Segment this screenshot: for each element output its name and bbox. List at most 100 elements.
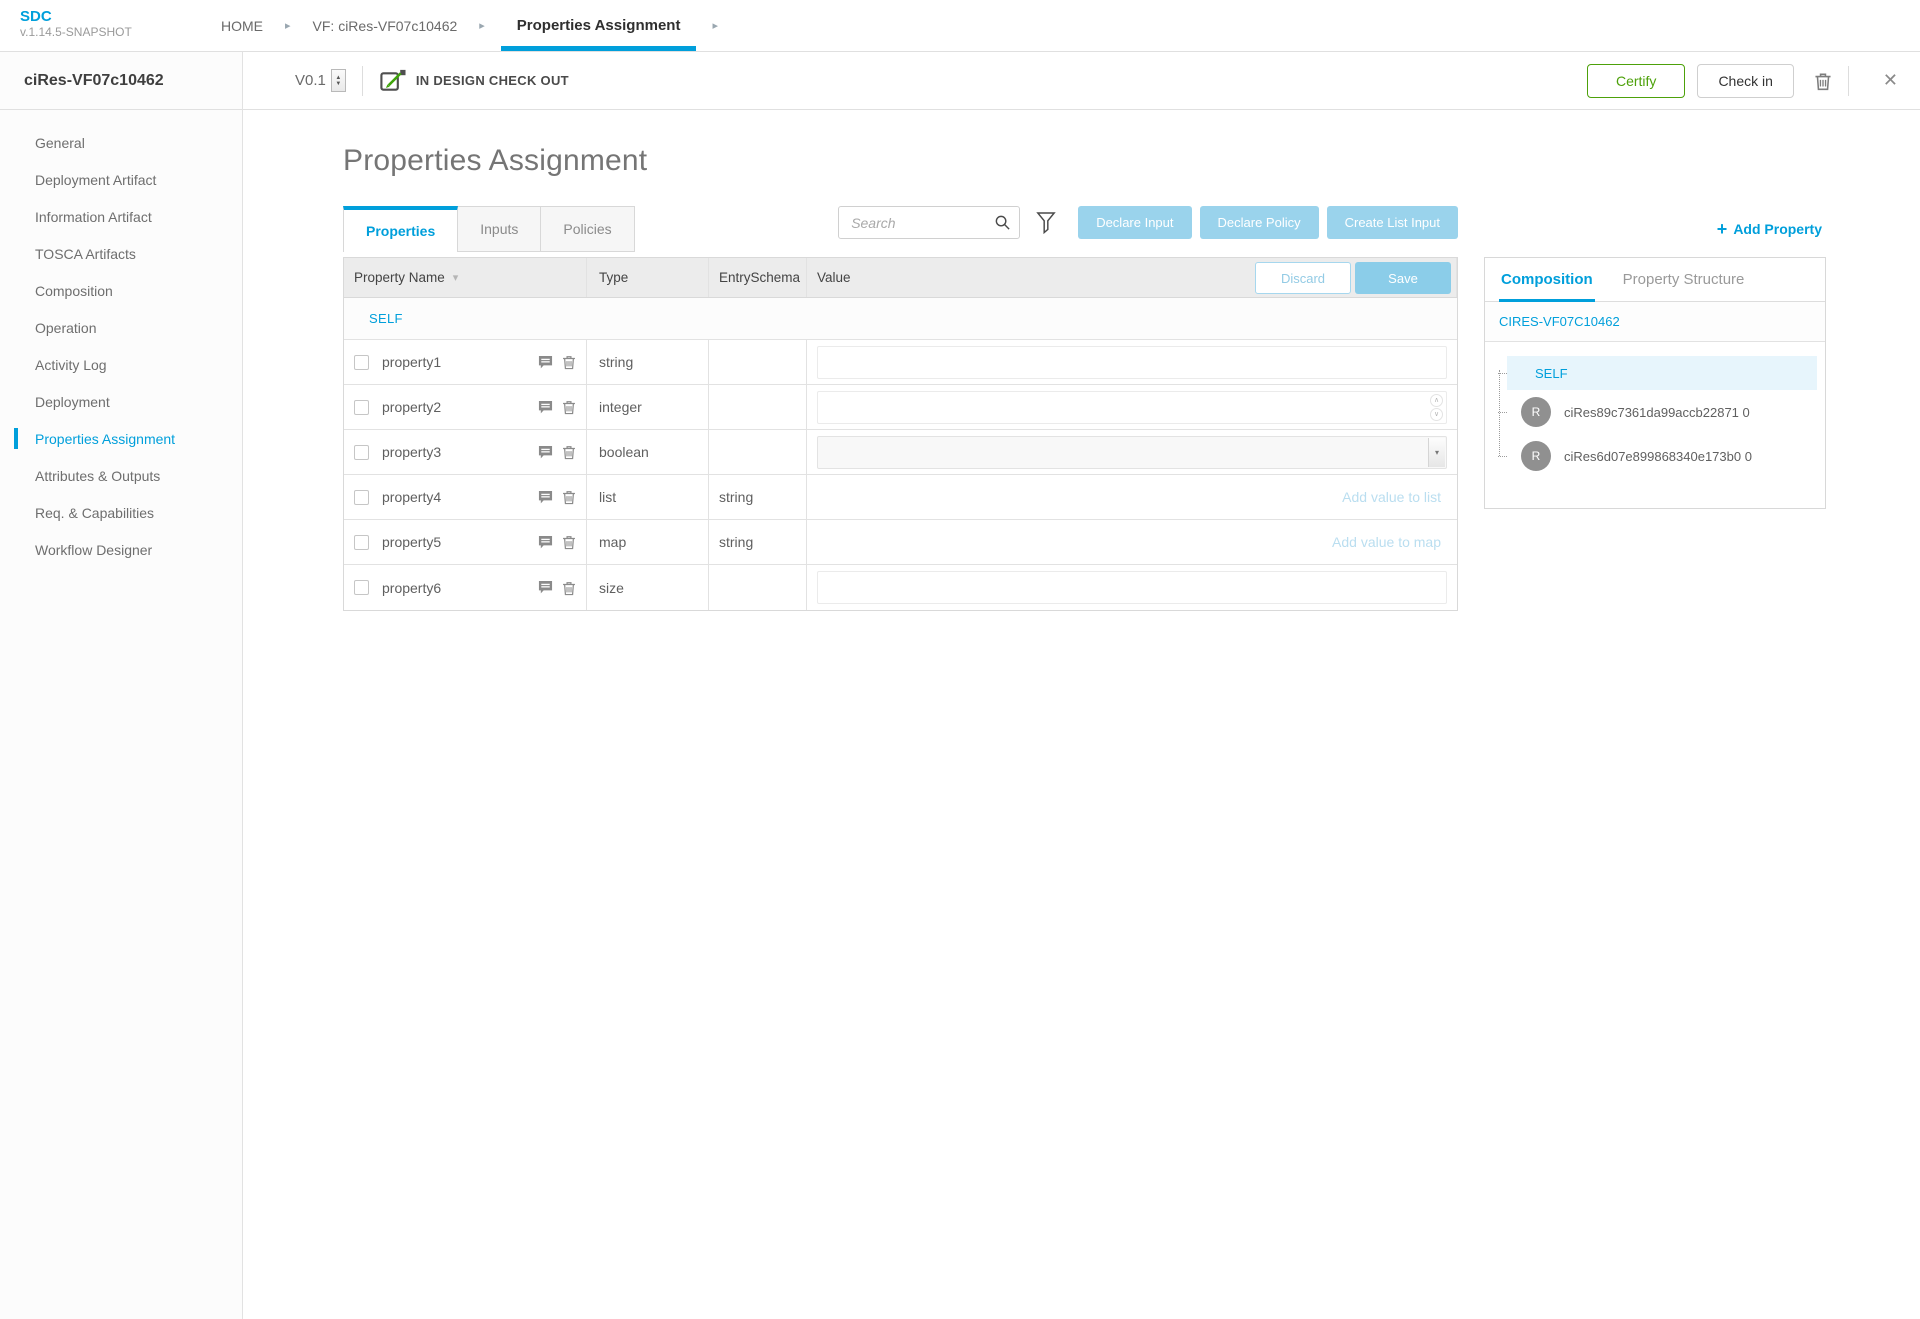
declare-input-button[interactable]: Declare Input (1078, 206, 1192, 239)
column-property-name[interactable]: Property Name (354, 270, 445, 285)
sidebar-menu: General Deployment Artifact Information … (0, 110, 242, 568)
sidebar-item-composition[interactable]: Composition (35, 282, 113, 299)
resource-avatar: R (1521, 397, 1551, 427)
plus-icon: + (1716, 218, 1728, 239)
properties-table: Property Name ▾ Type EntrySchema Value D… (343, 257, 1458, 611)
version-label: V0.1 (295, 72, 326, 89)
comment-icon[interactable] (538, 400, 553, 415)
delete-component-icon[interactable] (1814, 71, 1832, 91)
tab-composition[interactable]: Composition (1499, 258, 1595, 302)
select-dropdown-icon[interactable]: ▾ (1428, 437, 1445, 467)
property-type: map (599, 534, 627, 550)
table-row: property2 integer (344, 385, 1457, 430)
column-value: Value (807, 258, 1457, 297)
sidebar-item-general[interactable]: General (35, 134, 85, 151)
breadcrumb-home[interactable]: HOME (221, 17, 263, 34)
tree-item-instance[interactable]: R ciRes6d07e899868340e173b0 0 (1498, 434, 1817, 478)
property-schema: string (719, 534, 754, 550)
sidebar-item-workflow-designer[interactable]: Workflow Designer (35, 541, 153, 558)
delete-row-icon[interactable] (562, 399, 576, 415)
breadcrumb-arrow-icon: ▸ (479, 20, 485, 32)
sidebar-item-deployment[interactable]: Deployment (35, 393, 110, 410)
composition-tree: SELF R ciRes89c7361da99accb22871 0 R ciR… (1485, 342, 1825, 508)
logo-version: v.1.14.5-SNAPSHOT (20, 25, 132, 39)
close-icon[interactable]: ✕ (1882, 70, 1898, 90)
table-row: property1 string (344, 340, 1457, 385)
version-selector[interactable]: ▲ ▼ (330, 69, 346, 92)
group-self-link[interactable]: SELF (369, 311, 403, 326)
tree-guide-line (1499, 370, 1500, 456)
delete-row-icon[interactable] (562, 354, 576, 370)
sidebar-item-information-artifact[interactable]: Information Artifact (35, 208, 152, 225)
sidebar-item-req-capabilities[interactable]: Req. & Capabilities (35, 504, 155, 521)
delete-row-icon[interactable] (562, 580, 576, 596)
sidebar-item-properties-assignment[interactable]: Properties Assignment (0, 420, 242, 457)
value-input[interactable] (817, 345, 1447, 379)
property-type: string (599, 354, 634, 370)
app-logo[interactable]: SDC v.1.14.5-SNAPSHOT (0, 0, 215, 51)
toolbar-divider (1847, 65, 1849, 96)
value-select[interactable]: ▾ (817, 435, 1447, 469)
breadcrumb-properties-assignment[interactable]: Properties Assignment (500, 0, 697, 51)
column-entryschema: EntrySchema (709, 258, 807, 297)
breadcrumb-arrow-icon: ▸ (285, 20, 291, 32)
spinner-up-icon[interactable]: ∧ (1430, 393, 1443, 407)
property-name: property3 (382, 444, 442, 460)
table-row: property4 list string Add value to list (344, 475, 1457, 520)
lifecycle-status-label: IN DESIGN CHECK OUT (415, 73, 569, 88)
checkin-button[interactable]: Check in (1697, 63, 1794, 98)
tab-inputs[interactable]: Inputs (458, 206, 542, 252)
spinner-down-icon[interactable]: ∨ (1430, 407, 1443, 421)
breadcrumb: HOME ▸ VF: ciRes-VF07c10462 ▸ Properties… (215, 0, 734, 51)
page-title: Properties Assignment (343, 144, 648, 177)
row-checkbox[interactable] (354, 534, 369, 550)
add-value-to-map-link[interactable]: Add value to map (1332, 534, 1441, 550)
comment-icon[interactable] (538, 355, 553, 370)
row-checkbox[interactable] (354, 444, 369, 460)
search-input[interactable] (838, 206, 1021, 239)
tree-item-instance[interactable]: R ciRes89c7361da99accb22871 0 (1498, 390, 1817, 434)
declare-policy-button[interactable]: Declare Policy (1199, 206, 1319, 239)
value-input[interactable] (817, 571, 1447, 604)
comment-icon[interactable] (538, 580, 553, 595)
property-type: integer (599, 399, 642, 415)
sidebar-item-activity-log[interactable]: Activity Log (35, 356, 107, 373)
tab-policies[interactable]: Policies (541, 206, 635, 252)
row-checkbox[interactable] (354, 399, 369, 415)
comment-icon[interactable] (538, 490, 553, 505)
sort-caret-icon[interactable]: ▾ (452, 272, 459, 284)
table-header: Property Name ▾ Type EntrySchema Value D… (344, 258, 1457, 298)
search-icon[interactable] (994, 214, 1011, 236)
sidebar-item-deployment-artifact[interactable]: Deployment Artifact (35, 171, 157, 188)
delete-row-icon[interactable] (562, 489, 576, 505)
discard-button[interactable]: Discard (1255, 262, 1351, 294)
breadcrumb-vf[interactable]: VF: ciRes-VF07c10462 (312, 17, 458, 34)
add-property-button[interactable]: + Add Property (1716, 218, 1822, 239)
create-list-input-button[interactable]: Create List Input (1326, 206, 1458, 239)
sidebar: ciRes-VF07c10462 General Deployment Arti… (0, 52, 243, 1319)
comment-icon[interactable] (538, 445, 553, 460)
property-type: size (599, 579, 624, 596)
delete-row-icon[interactable] (562, 444, 576, 460)
breadcrumb-arrow-icon: ▸ (712, 20, 718, 32)
value-number-input[interactable]: ∧ ∨ (817, 390, 1447, 424)
tab-properties[interactable]: Properties (343, 206, 459, 252)
filter-icon[interactable] (1036, 211, 1056, 240)
sidebar-item-attributes-outputs[interactable]: Attributes & Outputs (35, 467, 161, 484)
comment-icon[interactable] (538, 535, 553, 550)
delete-row-icon[interactable] (562, 534, 576, 550)
property-name: property4 (382, 489, 442, 505)
add-value-to-list-link[interactable]: Add value to list (1342, 489, 1441, 505)
tab-property-structure[interactable]: Property Structure (1622, 271, 1745, 288)
row-checkbox[interactable] (354, 489, 369, 505)
sidebar-item-operation[interactable]: Operation (35, 319, 97, 336)
property-type: boolean (599, 444, 649, 460)
certify-button[interactable]: Certify (1586, 63, 1686, 98)
row-checkbox[interactable] (354, 580, 369, 595)
component-name-link[interactable]: CIRES-VF07C10462 (1485, 302, 1825, 342)
tree-item-self[interactable]: SELF (1498, 356, 1817, 390)
save-button[interactable]: Save (1355, 262, 1451, 294)
sidebar-item-tosca-artifacts[interactable]: TOSCA Artifacts (35, 245, 136, 262)
row-checkbox[interactable] (354, 354, 369, 370)
